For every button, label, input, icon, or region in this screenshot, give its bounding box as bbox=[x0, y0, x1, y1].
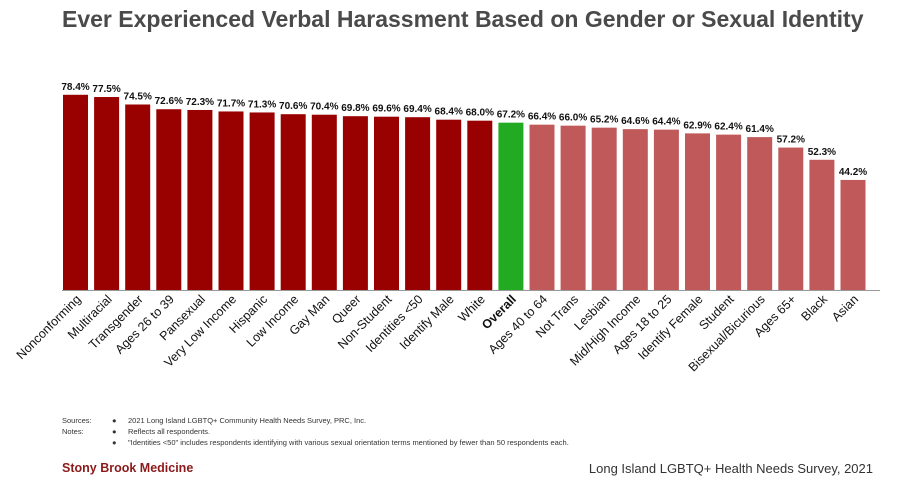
note-text: "Identities <50" includes respondents id… bbox=[128, 438, 569, 447]
value-label: 70.6% bbox=[279, 101, 307, 112]
value-label: 68.4% bbox=[435, 107, 463, 118]
bar-lesbian bbox=[591, 127, 617, 290]
value-label: 64.4% bbox=[652, 117, 680, 128]
note-bullet: ● bbox=[112, 416, 117, 425]
bar-overall bbox=[498, 122, 524, 290]
value-label: 66.0% bbox=[559, 113, 587, 124]
bar-multiracial bbox=[94, 97, 120, 291]
value-label: 65.2% bbox=[590, 115, 618, 126]
value-label: 61.4% bbox=[746, 124, 774, 135]
value-label: 44.2% bbox=[839, 167, 867, 178]
note-bullet: ● bbox=[112, 427, 117, 436]
value-label: 66.4% bbox=[528, 112, 556, 123]
bar-identities-50 bbox=[405, 117, 431, 290]
notes-section: Sources: ● 2021 Long Island LGBTQ+ Commu… bbox=[62, 415, 569, 448]
bar-ages-40-to-64 bbox=[529, 124, 555, 290]
footer-brand: Stony Brook Medicine bbox=[62, 461, 194, 475]
bar-student bbox=[716, 134, 742, 290]
value-label: 69.8% bbox=[341, 103, 369, 114]
value-label: 52.3% bbox=[808, 147, 836, 158]
bar-low-income bbox=[280, 114, 306, 291]
bar-nonconforming bbox=[63, 94, 88, 290]
value-label: 71.3% bbox=[248, 99, 276, 110]
value-label: 69.6% bbox=[372, 104, 400, 115]
bar-not-trans bbox=[560, 125, 586, 290]
value-label: 69.4% bbox=[403, 104, 431, 115]
category-label: Asian bbox=[829, 292, 861, 324]
bar-non-student bbox=[374, 116, 399, 290]
value-label: 78.4% bbox=[61, 82, 89, 93]
bar-chart: 78.4% 77.5% 74.5% 72.6% 72.3% 71.7% 71.3% 70.6%… bbox=[14, 82, 880, 374]
note-row-identities: ● "Identities <50" includes respondents … bbox=[62, 437, 569, 448]
chart-title: Ever Experienced Verbal Harassment Based… bbox=[62, 6, 864, 32]
footer-survey-title: Long Island LGBTQ+ Health Needs Survey, … bbox=[588, 461, 873, 476]
bar-gay-man bbox=[311, 114, 337, 290]
note-text: 2021 Long Island LGBTQ+ Community Health… bbox=[128, 416, 367, 425]
value-label: 64.6% bbox=[621, 116, 649, 127]
bar-identify-male bbox=[436, 119, 462, 291]
bar-ages-65- bbox=[778, 147, 804, 290]
bar-mid-high-income bbox=[622, 129, 648, 290]
bar-identify-female bbox=[685, 133, 710, 290]
value-label: 71.7% bbox=[217, 98, 245, 109]
bar-white bbox=[467, 120, 493, 291]
category-label: Black bbox=[798, 292, 830, 324]
bar-ages-26-to-39 bbox=[156, 109, 182, 290]
value-label: 57.2% bbox=[777, 135, 805, 146]
value-label: 72.6% bbox=[155, 96, 183, 107]
note-bullet: ● bbox=[112, 438, 117, 447]
value-label: 70.4% bbox=[310, 102, 338, 113]
note-key: Notes: bbox=[62, 427, 84, 436]
value-label: 68.0% bbox=[466, 108, 494, 119]
value-label: 74.5% bbox=[124, 91, 152, 102]
value-label: 72.3% bbox=[186, 97, 214, 108]
bar-asian bbox=[840, 179, 866, 290]
bar-pansexual bbox=[187, 109, 213, 291]
bar-transgender bbox=[125, 104, 151, 291]
note-row-notes: Notes: ● Reflects all respondents. bbox=[62, 426, 569, 437]
value-label: 77.5% bbox=[92, 84, 120, 95]
bar-very-low-income bbox=[218, 111, 244, 290]
note-row-sources: Sources: ● 2021 Long Island LGBTQ+ Commu… bbox=[62, 415, 569, 426]
value-label: 62.9% bbox=[683, 120, 711, 131]
bar-bisexual-bicurious bbox=[747, 137, 773, 290]
value-label: 67.2% bbox=[497, 110, 525, 121]
bar-queer bbox=[342, 116, 368, 290]
bar-ages-18-to-25 bbox=[653, 129, 679, 290]
bar-black bbox=[809, 159, 835, 290]
bar-hispanic bbox=[249, 112, 275, 290]
value-label: 62.4% bbox=[714, 122, 742, 133]
note-text: Reflects all respondents. bbox=[128, 427, 211, 436]
note-key: Sources: bbox=[62, 416, 92, 425]
